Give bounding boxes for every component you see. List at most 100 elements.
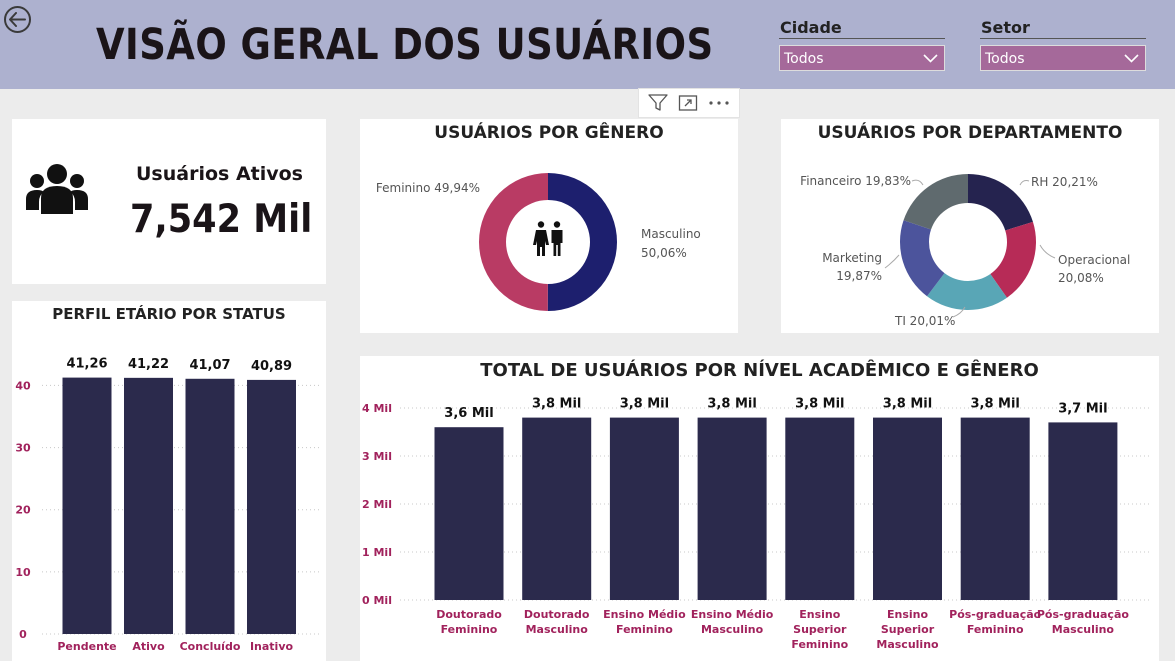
bar-inativo[interactable]: [247, 379, 296, 634]
x-tick-label: Feminino: [441, 623, 498, 636]
x-tick-label: Superior: [793, 623, 847, 636]
x-tick-label: Inativo: [250, 640, 294, 653]
gender-chart-card[interactable]: USUÁRIOS POR GÊNERO Feminino 49,94% Masc…: [360, 119, 738, 333]
legend-financeiro: Financeiro 19,83%: [800, 174, 911, 188]
data-label: 3,8 Mil: [707, 397, 756, 412]
data-label: 3,6 Mil: [444, 406, 493, 421]
more-options-icon[interactable]: [708, 100, 730, 106]
sector-dropdown[interactable]: Todos: [980, 45, 1146, 71]
department-chart-title: USUÁRIOS POR DEPARTAMENTO: [817, 123, 1123, 143]
kpi-value: 7,542 Mil: [130, 197, 313, 242]
gender-donut-chart: Feminino 49,94% Masculino 50,06%: [376, 173, 701, 311]
data-label: 3,7 Mil: [1058, 401, 1107, 416]
data-label: 3,8 Mil: [620, 397, 669, 412]
man-woman-icon: [533, 221, 563, 256]
bar-concluído[interactable]: [185, 378, 235, 634]
y-tick-label: 4 Mil: [362, 402, 392, 415]
bar-ativo[interactable]: [124, 377, 173, 634]
city-dropdown-value: Todos: [784, 51, 824, 67]
city-slicer-label: Cidade: [779, 18, 945, 39]
legend-rh: RH 20,21%: [1031, 175, 1098, 189]
sector-slicer: Setor Todos: [980, 18, 1146, 71]
legend-operacional-name: Operacional: [1058, 253, 1130, 267]
x-tick-label: Ensino Médio: [691, 608, 774, 621]
x-tick-label: Doutorado: [524, 608, 590, 621]
y-tick-label: 30: [15, 442, 31, 455]
y-tick-label: 0: [19, 628, 27, 641]
bar-ensino-médio-feminino[interactable]: [609, 417, 679, 600]
slice-rh[interactable]: [968, 174, 1033, 231]
slice-feminino[interactable]: [479, 173, 548, 311]
slice-financeiro[interactable]: [903, 174, 968, 230]
age-chart-card[interactable]: PERFIL ETÁRIO POR STATUS 0 10 20 30 40 41,26 P…: [12, 301, 326, 661]
x-tick-label: Ensino Médio: [603, 608, 686, 621]
x-tick-label: Concluído: [180, 640, 241, 653]
x-tick-label: Ensino: [887, 608, 928, 621]
slice-marketing[interactable]: [900, 220, 945, 297]
city-dropdown[interactable]: Todos: [779, 45, 945, 71]
slice-ti[interactable]: [927, 273, 1007, 310]
chevron-down-icon: [1124, 54, 1139, 63]
y-tick-label: 1 Mil: [362, 546, 392, 559]
slice-operacional[interactable]: [990, 221, 1036, 298]
data-label: 41,07: [189, 358, 230, 373]
bar-doutorado-feminino[interactable]: [434, 427, 504, 600]
y-tick-label: 3 Mil: [362, 450, 392, 463]
sector-slicer-label: Setor: [980, 18, 1146, 39]
bar-ensino-superior-masculino[interactable]: [873, 417, 942, 600]
x-tick-label: Pós-graduação: [1037, 608, 1130, 621]
x-tick-label: Masculino: [1052, 623, 1115, 636]
bar-doutorado-masculino[interactable]: [522, 417, 592, 600]
data-label: 3,8 Mil: [970, 397, 1019, 412]
bar-ensino-superior-feminino[interactable]: [785, 417, 855, 600]
city-slicer: Cidade Todos: [779, 18, 945, 71]
legend-ti: TI 20,01%: [894, 314, 955, 328]
kpi-card: Usuários Ativos 7,542 Mil: [12, 119, 326, 284]
filter-icon[interactable]: [648, 94, 668, 112]
legend-operacional-value: 20,08%: [1058, 271, 1104, 285]
x-tick-label: Masculino: [526, 623, 589, 636]
legend-marketing-value: 19,87%: [836, 269, 882, 283]
x-tick-label: Masculino: [701, 623, 764, 636]
legend-masculino-name: Masculino: [641, 227, 701, 241]
data-label: 3,8 Mil: [795, 397, 844, 412]
bar-pendente[interactable]: [62, 377, 112, 634]
age-chart-title: PERFIL ETÁRIO POR STATUS: [52, 305, 286, 323]
x-tick-label: Ativo: [132, 640, 165, 653]
data-label: 3,8 Mil: [883, 397, 932, 412]
y-tick-label: 10: [15, 566, 31, 579]
department-donut-chart: Financeiro 19,83% RH 20,21% Operacional …: [800, 174, 1130, 328]
data-label: 41,22: [128, 357, 169, 372]
users-icon: [26, 164, 88, 214]
header-bar: VISÃO GERAL DOS USUÁRIOS Cidade Todos Se…: [0, 0, 1175, 89]
x-tick-label: Doutorado: [436, 608, 502, 621]
x-tick-label: Feminino: [967, 623, 1024, 636]
data-label: 41,26: [66, 357, 107, 372]
academic-bar-chart: 0 Mil 1 Mil 2 Mil 3 Mil 4 Mil 3,6 Mil Doutorad…: [362, 397, 1150, 651]
legend-feminino: Feminino 49,94%: [376, 181, 480, 195]
department-chart-card[interactable]: USUÁRIOS POR DEPARTAMENTO Financeiro 19,…: [781, 119, 1159, 333]
visual-header: [638, 88, 740, 118]
x-tick-label: Feminino: [791, 638, 848, 651]
data-label: 3,8 Mil: [532, 397, 581, 412]
slice-masculino[interactable]: [547, 173, 618, 311]
bar-ensino-médio-masculino[interactable]: [697, 417, 767, 600]
bar-pós-graduação-masculino[interactable]: [1048, 422, 1118, 600]
x-tick-label: Masculino: [876, 638, 939, 651]
page-title: VISÃO GERAL DOS USUÁRIOS: [96, 20, 714, 70]
kpi-label: Usuários Ativos: [136, 163, 303, 185]
sector-dropdown-value: Todos: [985, 51, 1025, 67]
data-label: 40,89: [251, 359, 292, 374]
chevron-down-icon: [923, 54, 938, 63]
y-tick-label: 2 Mil: [362, 498, 392, 511]
y-tick-label: 40: [15, 379, 31, 392]
academic-chart-card[interactable]: TOTAL DE USUÁRIOS POR NÍVEL ACADÊMICO E …: [360, 356, 1159, 661]
legend-masculino-value: 50,06%: [641, 246, 687, 260]
x-tick-label: Ensino: [799, 608, 840, 621]
y-tick-label: 20: [15, 504, 31, 517]
age-bar-chart: 0 10 20 30 40 41,26 Pendente 41,22 Ativo 41,07 Con…: [15, 357, 322, 653]
back-arrow-icon[interactable]: [4, 6, 31, 33]
bar-pós-graduação-feminino[interactable]: [960, 417, 1030, 600]
focus-mode-icon[interactable]: [678, 94, 698, 112]
y-tick-label: 0 Mil: [362, 594, 392, 607]
